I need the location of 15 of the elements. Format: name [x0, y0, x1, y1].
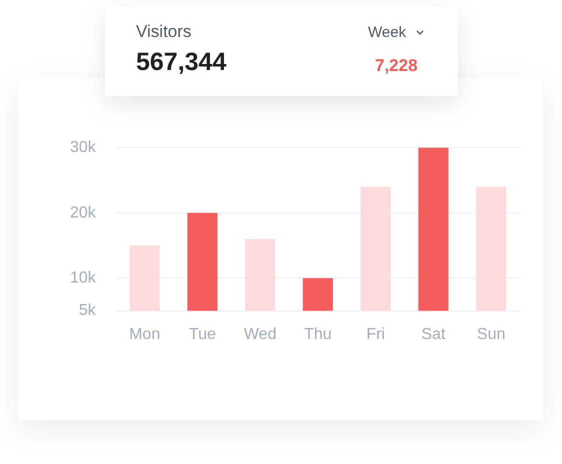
y-tick-label: 10k — [70, 270, 97, 287]
chart-title: Visitors — [136, 22, 192, 42]
y-tick-label: 30k — [70, 139, 97, 156]
text: Week — [368, 24, 406, 41]
x-tick-label: Sat — [421, 326, 446, 343]
y-tick-label: 5k — [78, 302, 97, 320]
x-tick-label: Sun — [476, 326, 506, 343]
text: 567,344 — [136, 48, 226, 77]
x-tick-label: Wed — [244, 326, 276, 343]
y-tick-label: 20k — [70, 204, 97, 222]
x-tick-label: Thu — [304, 326, 332, 343]
x-tick-label: Mon — [129, 326, 160, 343]
x-tick-label: Fri — [366, 326, 385, 343]
x-tick-label: Tue — [188, 326, 216, 343]
text: 7,228 — [375, 56, 418, 76]
